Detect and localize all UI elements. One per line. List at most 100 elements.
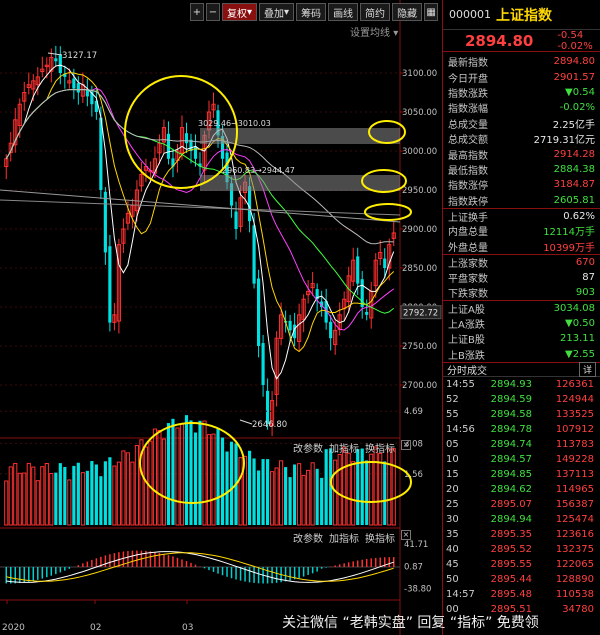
trade-volume: 123616 <box>555 528 594 540</box>
trade-volume: 110538 <box>555 588 594 600</box>
candle-body <box>320 301 324 307</box>
stat-value: ▼2.55 <box>565 348 595 360</box>
volume-bar <box>297 463 302 526</box>
stat-label: 上证B股 <box>448 335 485 347</box>
close-icon[interactable]: × <box>401 440 411 450</box>
price-change: -0.54 <box>557 29 584 41</box>
volume-bar <box>198 420 202 525</box>
dea-line <box>6 552 394 582</box>
trade-price: 2894.85 <box>490 468 532 480</box>
stat-row: 平盘家数 87 <box>443 269 600 285</box>
volume-bar <box>306 469 311 526</box>
trade-row: 14:55 2894.93 126361 <box>443 377 600 392</box>
simple-button[interactable]: 简约 <box>360 3 391 21</box>
volume-bar <box>301 474 306 526</box>
candle-body <box>17 103 22 127</box>
candle-body <box>139 173 144 187</box>
trade-volume: 126361 <box>555 378 594 390</box>
trade-row: 20 2894.62 114965 <box>443 482 600 497</box>
trades-detail-button[interactable]: 详 <box>578 361 596 377</box>
candle-body <box>247 186 252 222</box>
switch-indicator-button[interactable]: 换指标 <box>365 444 395 455</box>
volume-bar <box>252 458 256 525</box>
ma-line <box>5 72 395 353</box>
trade-time: 10 <box>446 453 459 465</box>
volume-bar <box>171 418 175 525</box>
stat-value: 2901.57 <box>553 71 595 83</box>
volume-axis-label: 4.69 <box>404 407 423 417</box>
trade-price: 2894.58 <box>490 408 532 420</box>
trade-row: 45 2895.55 122065 <box>443 557 600 572</box>
candle-body <box>306 290 311 296</box>
trade-time: 14:55 <box>446 378 475 390</box>
price-change-pct: -0.02% <box>557 40 593 52</box>
quote-panel: 000001 上证指数 2894.80 -0.54 -0.02% 最新指数 289… <box>442 0 600 635</box>
add-indicator-button[interactable]: 加指标 <box>329 444 359 455</box>
trade-price: 2894.94 <box>490 513 532 525</box>
macd-axis-label: 41.71 <box>404 540 428 550</box>
change-params-button[interactable]: 改参数 <box>293 444 323 455</box>
draw-line-button[interactable]: 画线 <box>328 3 359 21</box>
ma-settings-label[interactable]: 设置均线 ▾ <box>350 28 399 39</box>
candle-body <box>143 166 149 171</box>
volume-bar <box>266 459 270 525</box>
stat-value: 87 <box>582 271 595 283</box>
stat-label: 上A涨跌 <box>448 319 485 331</box>
resistance-band <box>200 175 400 191</box>
adjust-button[interactable]: 复权 ▾ <box>222 3 258 21</box>
stat-value: 2.25亿手 <box>552 119 595 131</box>
trades-list[interactable]: 14:55 2894.93 126361 52 2894.59 124944 55 2894.… <box>443 377 600 617</box>
candle-body <box>90 91 94 105</box>
current-value-box <box>400 305 442 320</box>
change-params-button[interactable]: 改参数 <box>293 534 323 545</box>
stat-value: 670 <box>575 256 595 268</box>
volume-bar <box>342 446 347 526</box>
close-icon[interactable]: × <box>401 530 411 540</box>
overlay-button[interactable]: 叠加 ▾ <box>259 3 295 21</box>
trades-header: 分时成交 详 <box>443 361 600 377</box>
chart-toolbar: + − 复权 ▾ 叠加 ▾ 筹码 画线 简约 隐藏 ▦ <box>190 3 439 21</box>
price-axis-label: 3050.00 <box>402 108 437 118</box>
index-name: 上证指数 <box>496 7 552 24</box>
trade-row: 14:57 2895.48 110538 <box>443 587 600 602</box>
candle-body <box>270 400 275 426</box>
stat-value: 2605.81 <box>553 194 595 206</box>
trade-row: 14:56 2894.78 107912 <box>443 422 600 437</box>
candle-body <box>373 259 378 287</box>
volume-bar <box>166 423 171 525</box>
candle-body <box>103 191 107 253</box>
volume-bar <box>329 448 333 525</box>
volume-bar <box>391 448 396 526</box>
stat-value: 12114万手 <box>543 227 595 239</box>
candle-body <box>301 298 306 321</box>
trade-row: 10 2894.57 149228 <box>443 452 600 467</box>
trade-price: 2895.52 <box>490 543 532 555</box>
zoom-in-button[interactable]: + <box>190 3 204 21</box>
stat-row: 指数涨跌 ▼0.54 <box>443 85 600 100</box>
stat-label: 外盘总量 <box>448 242 488 254</box>
volume-bar <box>383 461 387 525</box>
chart-area[interactable]: 3100.00 3050.00 3000.00 2950.00 2900.00 2850.… <box>0 0 442 635</box>
volume-bar <box>67 479 72 526</box>
trade-time: 35 <box>446 528 459 540</box>
trade-row: 52 2894.59 124944 <box>443 392 600 407</box>
volume-bar <box>193 432 198 525</box>
candle-body <box>360 279 364 307</box>
candle-body <box>234 211 238 229</box>
hide-button[interactable]: 隐藏 <box>392 3 423 21</box>
volume-bar <box>17 472 22 526</box>
volume-axis-label: 1.56 <box>404 470 423 480</box>
volume-bar <box>49 472 54 526</box>
zoom-out-button[interactable]: − <box>206 3 220 21</box>
trade-row: 15 2894.85 137113 <box>443 467 600 482</box>
volume-bar <box>216 428 220 525</box>
chip-button[interactable]: 筹码 <box>296 3 327 21</box>
grid-icon[interactable]: ▦ <box>424 3 439 21</box>
candle-body <box>256 278 261 346</box>
candle-body <box>44 64 49 68</box>
switch-indicator-button[interactable]: 换指标 <box>365 534 395 545</box>
stat-value: 3034.08 <box>553 302 595 314</box>
volume-bar <box>44 462 49 526</box>
trade-row: 00 2895.51 34780 <box>443 602 600 617</box>
add-indicator-button[interactable]: 加指标 <box>329 534 359 545</box>
